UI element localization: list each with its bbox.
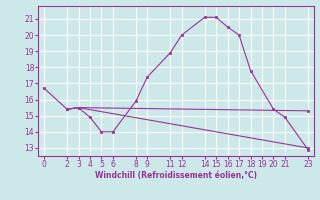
X-axis label: Windchill (Refroidissement éolien,°C): Windchill (Refroidissement éolien,°C) bbox=[95, 171, 257, 180]
